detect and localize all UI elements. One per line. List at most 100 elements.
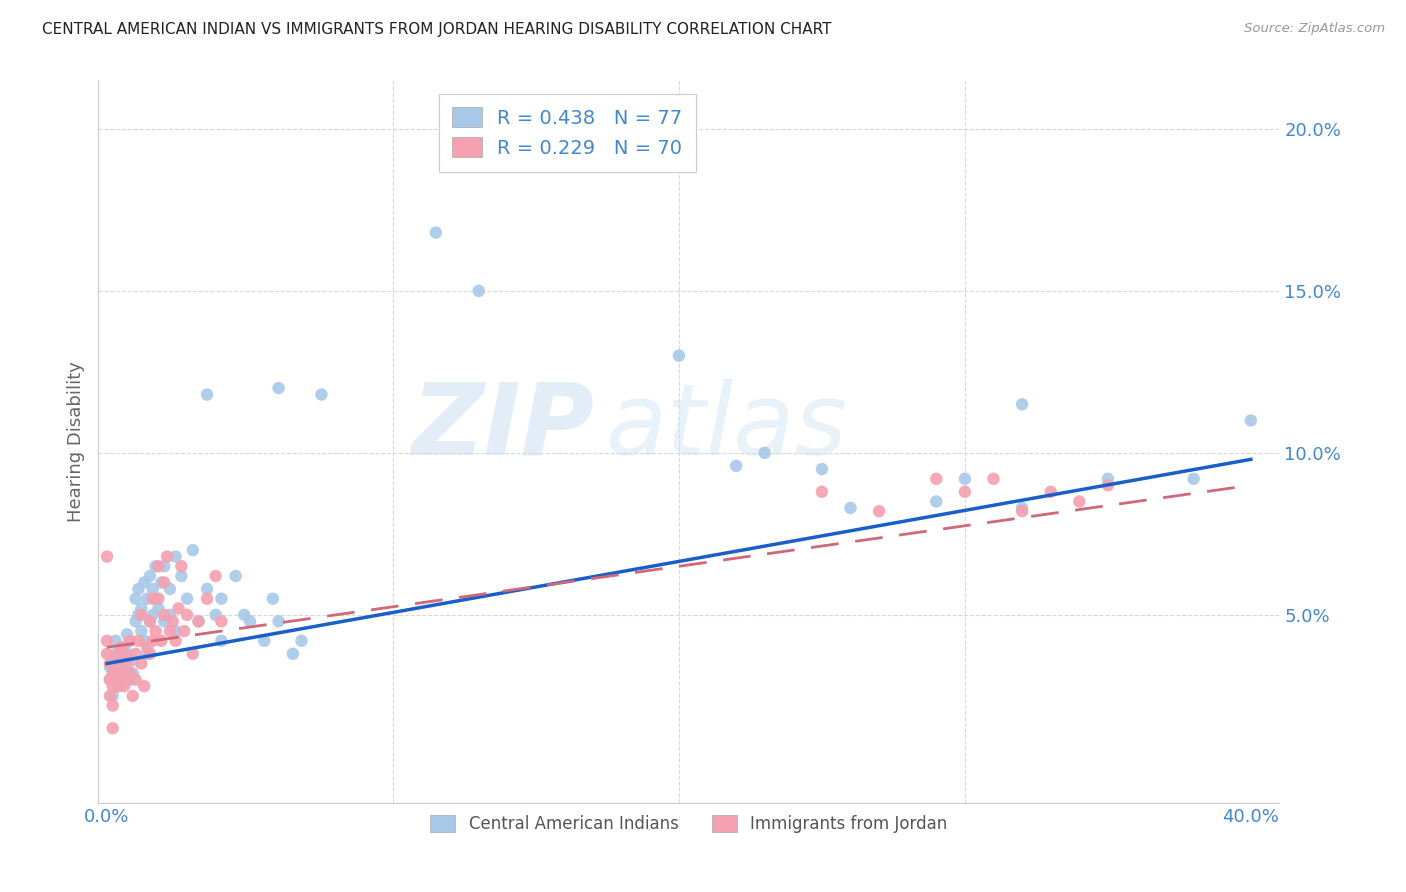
Point <box>134 679 156 693</box>
Point <box>170 569 193 583</box>
Point <box>204 569 226 583</box>
Point <box>953 484 976 499</box>
Point <box>150 633 173 648</box>
Point <box>121 689 143 703</box>
Point <box>195 582 218 596</box>
Point <box>187 615 209 629</box>
Point <box>118 666 141 681</box>
Point <box>1011 397 1033 411</box>
Point <box>115 657 138 671</box>
Point <box>176 607 198 622</box>
Point <box>165 633 187 648</box>
Point <box>142 633 165 648</box>
Text: ZIP: ZIP <box>412 378 595 475</box>
Point <box>115 673 138 687</box>
Point <box>150 575 173 590</box>
Point <box>159 624 181 638</box>
Point <box>136 591 159 606</box>
Point <box>1011 500 1033 515</box>
Point <box>118 673 141 687</box>
Point <box>1182 472 1205 486</box>
Point <box>209 591 232 606</box>
Point <box>101 653 124 667</box>
Point <box>139 615 162 629</box>
Point <box>124 673 146 687</box>
Point <box>1069 494 1091 508</box>
Point <box>159 607 181 622</box>
Point <box>142 591 165 606</box>
Point <box>668 349 690 363</box>
Point <box>1097 478 1119 492</box>
Point <box>209 615 232 629</box>
Point <box>162 615 184 629</box>
Point <box>118 633 141 648</box>
Point <box>110 673 132 687</box>
Point <box>96 633 118 648</box>
Point <box>107 666 129 681</box>
Point <box>118 633 141 648</box>
Point <box>262 591 284 606</box>
Point <box>233 607 256 622</box>
Point <box>121 666 143 681</box>
Point <box>101 666 124 681</box>
Point <box>104 657 127 671</box>
Point <box>124 615 146 629</box>
Point <box>159 582 181 596</box>
Point <box>104 673 127 687</box>
Point <box>98 673 121 687</box>
Point <box>1240 413 1263 427</box>
Point <box>225 569 247 583</box>
Point <box>107 679 129 693</box>
Point <box>148 601 170 615</box>
Point <box>267 615 290 629</box>
Point <box>107 647 129 661</box>
Point <box>839 500 862 515</box>
Point <box>811 462 834 476</box>
Point <box>131 657 153 671</box>
Point <box>110 659 132 673</box>
Point <box>953 472 976 486</box>
Text: CENTRAL AMERICAN INDIAN VS IMMIGRANTS FROM JORDAN HEARING DISABILITY CORRELATION: CENTRAL AMERICAN INDIAN VS IMMIGRANTS FR… <box>42 22 832 37</box>
Text: Source: ZipAtlas.com: Source: ZipAtlas.com <box>1244 22 1385 36</box>
Point <box>148 591 170 606</box>
Point <box>127 582 149 596</box>
Point <box>145 559 167 574</box>
Point <box>121 653 143 667</box>
Point <box>1011 504 1033 518</box>
Point <box>96 549 118 564</box>
Point <box>110 666 132 681</box>
Point <box>204 607 226 622</box>
Point <box>868 504 890 518</box>
Point <box>1039 484 1062 499</box>
Point <box>311 387 333 401</box>
Point <box>281 647 304 661</box>
Point <box>187 615 209 629</box>
Point <box>98 689 121 703</box>
Point <box>131 607 153 622</box>
Point <box>170 559 193 574</box>
Point <box>195 387 218 401</box>
Point <box>267 381 290 395</box>
Point <box>983 472 1005 486</box>
Point <box>98 659 121 673</box>
Point <box>209 633 232 648</box>
Point <box>124 647 146 661</box>
Point <box>124 591 146 606</box>
Legend: Central American Indians, Immigrants from Jordan: Central American Indians, Immigrants fro… <box>419 804 959 845</box>
Point <box>156 549 179 564</box>
Point <box>115 647 138 661</box>
Point <box>811 484 834 499</box>
Point <box>139 647 162 661</box>
Point <box>754 446 776 460</box>
Point <box>139 615 162 629</box>
Point <box>153 559 176 574</box>
Point <box>181 647 204 661</box>
Point <box>725 458 748 473</box>
Point <box>101 721 124 735</box>
Point <box>139 569 162 583</box>
Point <box>98 657 121 671</box>
Point <box>153 607 176 622</box>
Point <box>239 615 262 629</box>
Point <box>136 647 159 661</box>
Point <box>425 226 447 240</box>
